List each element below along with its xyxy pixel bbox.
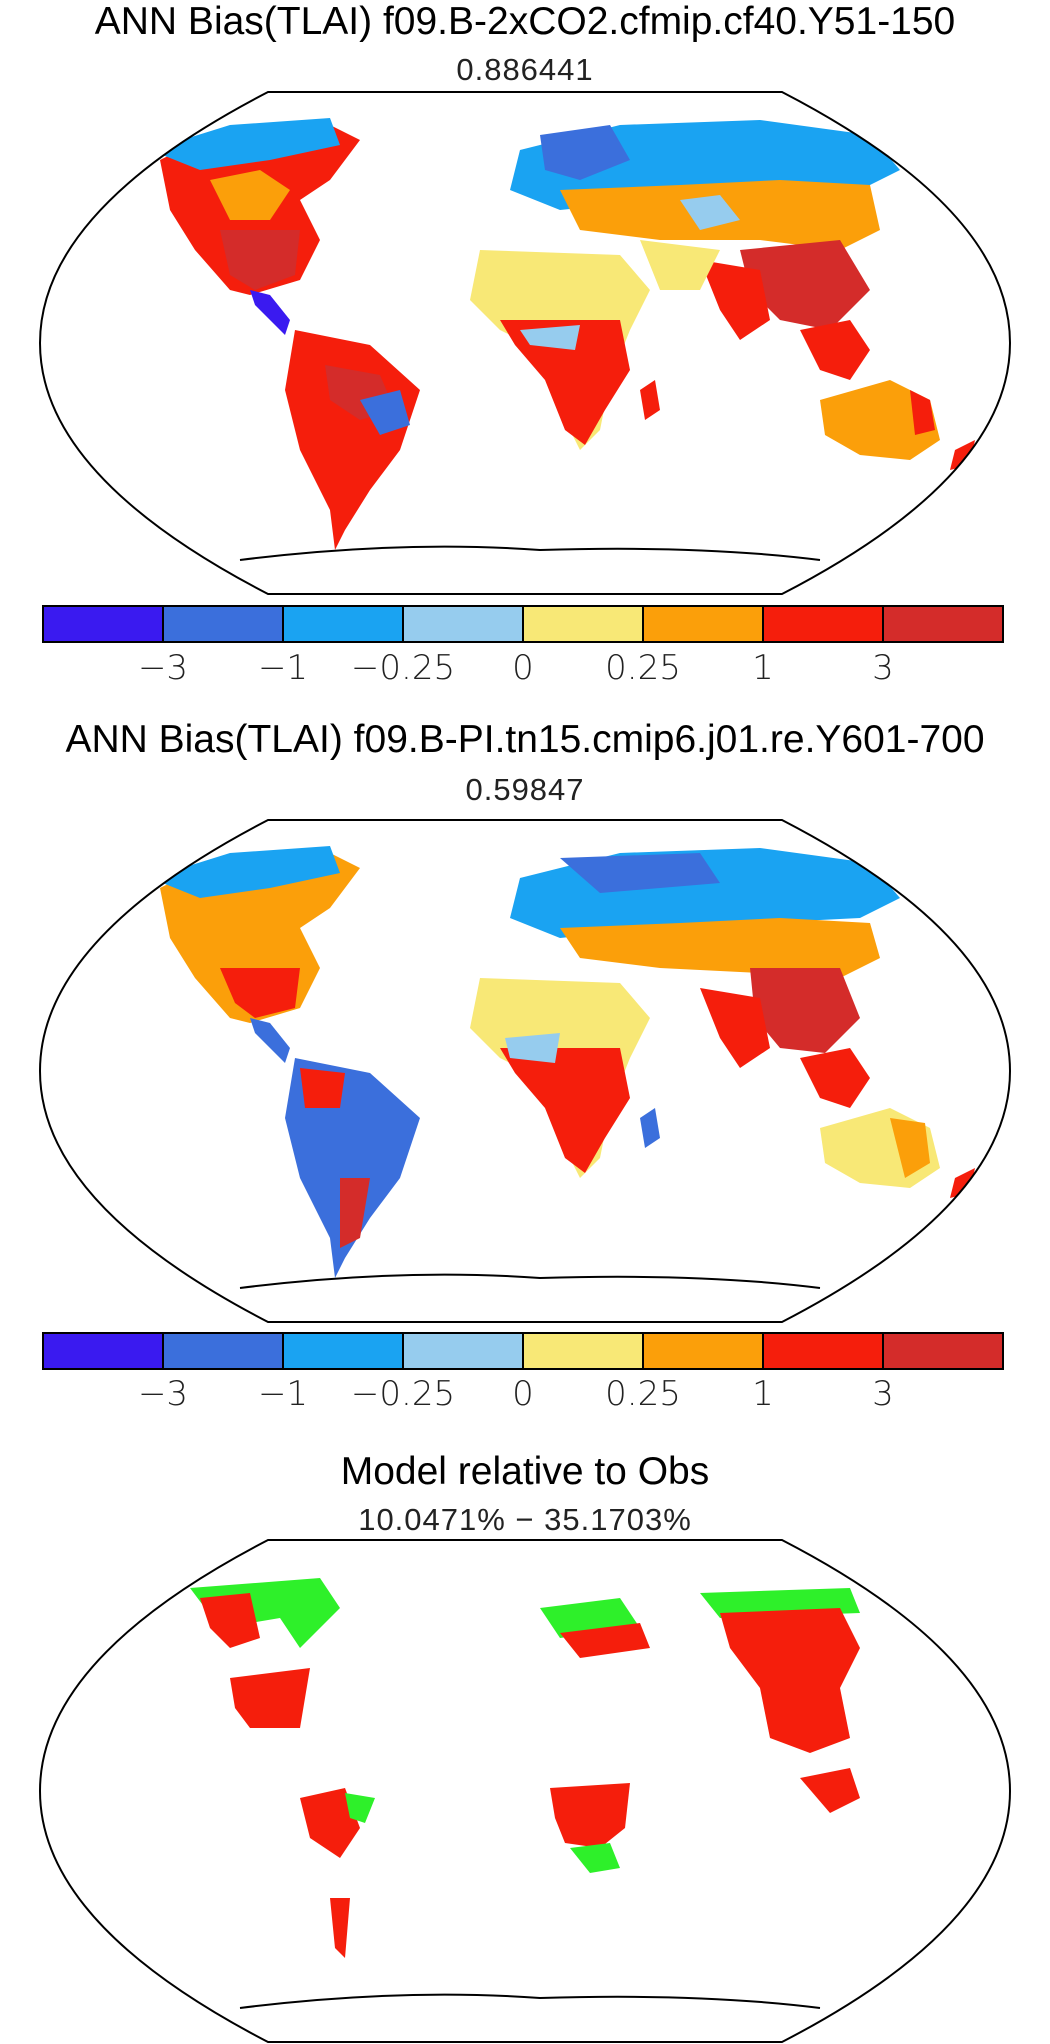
region-amazon — [300, 1788, 360, 1858]
panel-2-subtitle: 0.59847 — [465, 772, 585, 807]
colorbar-2-bin-8 — [884, 1334, 1002, 1368]
region-usa-east — [220, 968, 300, 1018]
region-south-america — [285, 1058, 420, 1278]
map-frame — [38, 819, 1012, 1323]
region-australia — [820, 380, 940, 460]
region-africa-green — [570, 1843, 620, 1873]
panel-3-subtitle: 10.0471% − 35.1703% — [358, 1502, 692, 1537]
region-canada-north — [150, 118, 340, 170]
region-madagascar — [640, 380, 660, 420]
colorbar-2-bin-1 — [44, 1334, 164, 1368]
colorbar-2-label-2: −1 — [257, 1374, 309, 1414]
region-se-asia-red — [800, 1768, 860, 1813]
region-new-zealand — [950, 1168, 975, 1198]
region-south-america — [285, 330, 420, 550]
panel-3-title: Model relative to Obs — [340, 1450, 710, 1493]
region-india — [700, 988, 770, 1068]
region-usa — [220, 230, 300, 290]
colorbar-1-bin-7 — [764, 607, 884, 641]
panel-1-title: ANN Bias(TLAI) f09.B-2xCO2.cfmip.cf40.Y5… — [94, 0, 956, 43]
region-china-red — [760, 1688, 850, 1753]
region-sahel — [520, 325, 580, 350]
colorbar-1-label-5: 0.25 — [605, 648, 681, 688]
colorbar-2-bin-5 — [524, 1334, 644, 1368]
region-usa-east — [230, 1668, 310, 1728]
colorbar-1-bin-1 — [44, 607, 164, 641]
region-india — [700, 260, 770, 340]
colorbar-2-label-5: 0.25 — [605, 1374, 681, 1414]
colorbar-2-bin-3 — [284, 1334, 404, 1368]
region-china — [740, 240, 870, 330]
panel-2-map — [38, 819, 1012, 1323]
region-eurasia-mid — [560, 918, 880, 978]
region-central-asia — [680, 195, 740, 230]
colorbar-1-bin-6 — [644, 607, 764, 641]
colorbar-1-bin-5 — [524, 607, 644, 641]
region-canada-north — [150, 846, 340, 898]
colorbar-1-bin-8 — [884, 607, 1002, 641]
colorbar-1-label-4: 0 — [512, 648, 534, 688]
region-amazon-green — [345, 1793, 375, 1823]
colorbar-2 — [42, 1332, 1004, 1370]
region-andes-south — [340, 1178, 370, 1248]
region-canada-red — [200, 1593, 260, 1648]
region-madagascar — [640, 1108, 660, 1148]
region-se-asia — [800, 1048, 870, 1108]
region-new-zealand — [950, 440, 975, 470]
colorbar-1-label-2: −1 — [257, 648, 309, 688]
colorbar-2-bin-6 — [644, 1334, 764, 1368]
region-europe-red — [560, 1623, 650, 1658]
region-central-america — [250, 1018, 290, 1063]
colorbar-1-bin-3 — [284, 607, 404, 641]
colorbar-1-bin-4 — [404, 607, 524, 641]
colorbar-2-label-3: −0.25 — [350, 1374, 456, 1414]
colorbar-2-label-6: 1 — [752, 1374, 774, 1414]
colorbar-1-label-7: 3 — [872, 648, 894, 688]
colorbar-1-label-6: 1 — [752, 648, 774, 688]
colorbar-1 — [42, 605, 1004, 643]
region-central-america — [250, 290, 290, 335]
colorbar-2-bin-2 — [164, 1334, 284, 1368]
region-canada-central — [210, 170, 290, 220]
region-sahel — [505, 1033, 560, 1063]
region-siberia-west — [560, 853, 720, 893]
region-east-asia-red — [720, 1608, 860, 1708]
region-africa-central — [500, 320, 630, 445]
region-andes-north — [300, 1068, 345, 1108]
region-australia-east — [890, 1118, 930, 1178]
colorbar-2-bin-4 — [404, 1334, 524, 1368]
region-scandinavia — [540, 125, 630, 180]
colorbar-2-label-7: 3 — [872, 1374, 894, 1414]
colorbar-2-label-4: 0 — [512, 1374, 534, 1414]
colorbar-2-label-1: −3 — [137, 1374, 189, 1414]
region-south-america-red — [330, 1898, 350, 1958]
colorbar-1-bin-2 — [164, 607, 284, 641]
region-middle-east — [640, 240, 720, 290]
region-china — [750, 968, 860, 1053]
region-brazil-east — [360, 390, 410, 435]
map-frame — [38, 91, 1012, 595]
colorbar-2-bin-7 — [764, 1334, 884, 1368]
region-africa-central — [500, 1048, 630, 1173]
colorbar-1-label-3: −0.25 — [350, 648, 456, 688]
panel-2-title: ANN Bias(TLAI) f09.B-PI.tn15.cmip6.j01.r… — [65, 718, 985, 761]
region-africa-red — [550, 1783, 630, 1848]
map-frame — [38, 1539, 1012, 2043]
panel-1-map — [38, 91, 1012, 595]
panel-3-map — [38, 1539, 1012, 2043]
panel-1-subtitle: 0.886441 — [456, 52, 594, 87]
region-se-asia — [800, 320, 870, 380]
region-australia-east — [910, 390, 935, 435]
colorbar-1-label-1: −3 — [137, 648, 189, 688]
